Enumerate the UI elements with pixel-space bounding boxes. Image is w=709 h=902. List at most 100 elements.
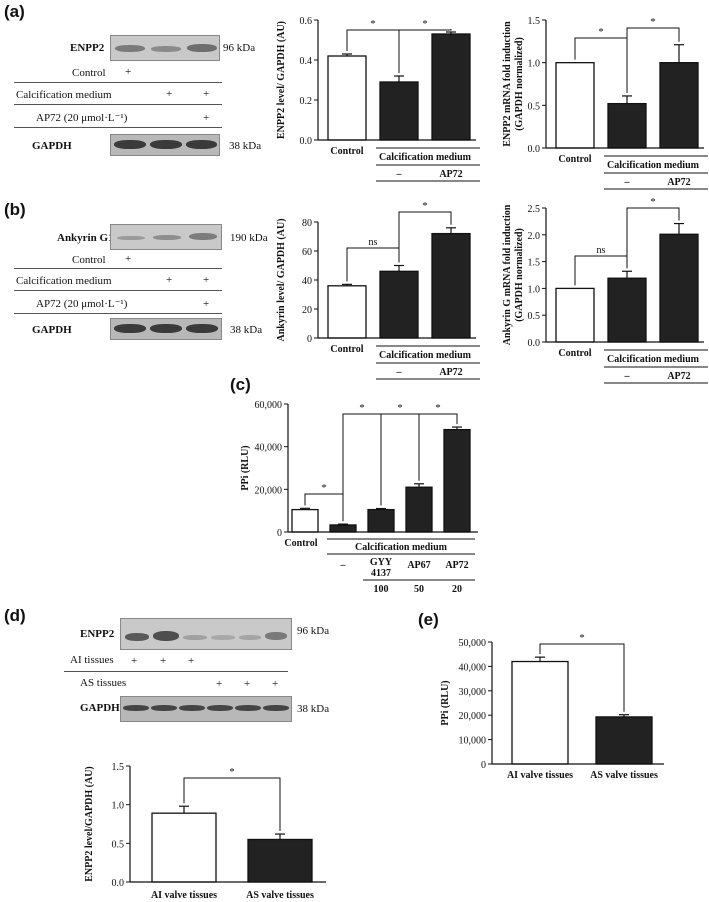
blot-d-loading-label: GAPDH (80, 702, 120, 714)
x-label-group: Calcification medium (607, 354, 700, 365)
panel-b-label: (b) (4, 200, 26, 219)
bar (443, 428, 471, 533)
significance-label: * (650, 16, 656, 28)
significance-label: * (422, 18, 428, 30)
blot-band (235, 705, 261, 711)
blot-band (114, 140, 146, 149)
blot-band (183, 635, 207, 640)
blot-a-sign: + (203, 112, 210, 124)
blot-band (187, 44, 217, 52)
blot-b-divider (14, 268, 222, 269)
y-axis-title: ENPP2 level/ GAPDH (AU) (276, 21, 287, 139)
y-tick-label: 0.5 (112, 839, 125, 850)
x-label-dose: 20 (452, 584, 462, 595)
blot-a-protein-strip (110, 35, 220, 61)
y-tick-label: 1.5 (112, 762, 125, 773)
y-tick-label: 30,000 (459, 687, 487, 698)
significance-bracket (398, 211, 452, 263)
panel-c-label: (c) (230, 375, 251, 394)
significance-label: * (370, 18, 376, 30)
blot-a-loading-label: GAPDH (32, 140, 72, 152)
blot-band (150, 140, 182, 149)
x-label-category: AI valve tissues (507, 770, 573, 781)
significance-label: * (397, 402, 403, 414)
y-tick-label: 60,000 (255, 400, 283, 411)
blot-d-sign: + (188, 655, 195, 667)
y-axis-title: Ankyrin G mRNA fold induction (502, 204, 513, 345)
x-label-control: Control (330, 146, 363, 157)
x-label-minus: – (396, 169, 403, 180)
blot-b-protein-kda: 190 kDa (230, 232, 268, 244)
significance-bracket (539, 643, 625, 712)
significance-label: ns (597, 245, 606, 256)
blot-d-protein-strip (120, 618, 292, 650)
y-tick-label: 1.0 (528, 284, 541, 295)
blot-a-sign: + (125, 66, 132, 78)
y-tick-label: 20,000 (459, 711, 487, 722)
bar (607, 277, 647, 343)
x-label-control: Control (558, 348, 591, 359)
significance-label: ns (369, 237, 378, 248)
significance-bracket (398, 29, 452, 73)
y-tick-label: 60 (302, 247, 312, 258)
blot-b-loading-kda: 38 kDa (230, 324, 263, 336)
panel-e-label: (e) (418, 610, 439, 629)
blot-band (151, 705, 177, 711)
blot-band (150, 324, 182, 333)
blot-b-divider (14, 313, 222, 314)
y-tick-label: 0.4 (300, 56, 313, 67)
blot-a-divider (14, 104, 222, 105)
blot-b-loading-strip (110, 318, 222, 340)
x-label-group: Calcification medium (607, 160, 700, 171)
x-label-dose: 50 (414, 584, 424, 595)
y-tick-label: 0.5 (528, 311, 541, 322)
y-tick-label: 1.5 (528, 258, 541, 269)
blot-band (153, 631, 179, 641)
bar (291, 508, 319, 533)
bar (329, 524, 357, 533)
panel-b-mrna-chart: 0.0 0.5 1.0 1.5 2.0 2.5 Ankyrin G mRNA fold in… (502, 196, 708, 384)
blot-d-loading-kda: 38 kDa (297, 703, 330, 715)
y-tick-label: 20,000 (255, 485, 283, 496)
bar (595, 716, 653, 765)
significance-label: * (359, 402, 365, 414)
blot-a-sign: + (166, 88, 173, 100)
blot-band (114, 324, 146, 333)
y-tick-label: 80 (302, 218, 312, 229)
blot-band (125, 633, 149, 641)
x-label-minus: – (396, 367, 403, 378)
y-axis-title-line2: (GAPDH normalized) (514, 37, 525, 131)
x-label-minus: – (624, 371, 631, 382)
x-label-category: AS valve tissues (590, 770, 658, 781)
blot-band (263, 705, 289, 711)
panel-d-label: (d) (4, 606, 26, 625)
y-axis-title-line2: (GAPDH normalized) (514, 228, 525, 322)
y-tick-label: 1.0 (112, 801, 125, 812)
bar (511, 660, 569, 765)
blot-d-sign: + (216, 678, 223, 690)
blot-a-divider (14, 82, 222, 83)
x-label-treatment: AP67 (407, 560, 430, 571)
blot-a-protein-kda: 96 kDa (223, 42, 256, 54)
y-tick-label: 0.0 (300, 136, 313, 147)
significance-label: * (422, 200, 428, 212)
y-axis-title: ENPP2 level/GAPDH (AU) (84, 766, 95, 882)
significance-bracket (626, 207, 680, 269)
bar (659, 62, 699, 149)
panel-a-protein-chart: 0.0 0.2 0.4 0.6 ENPP2 level/ GAPDH (AU) * * Con… (276, 16, 480, 182)
y-axis-title: ENPP2 mRNA fold induction (502, 21, 513, 147)
y-tick-label: 10,000 (459, 736, 487, 747)
significance-bracket (342, 413, 458, 522)
blot-a-row-ap72: AP72 (20 μmol·L⁻¹) (36, 112, 128, 124)
y-tick-label: 2.0 (528, 231, 541, 242)
bar (607, 102, 647, 149)
x-label-minus: – (624, 177, 631, 188)
blot-d-sign: + (244, 678, 251, 690)
bar (327, 55, 367, 141)
x-label-group: Calcification medium (379, 350, 472, 361)
panel-d-chart: 0.0 0.5 1.0 1.5 ENPP2 level/GAPDH (AU) * AI va… (84, 762, 326, 901)
y-tick-label: 20 (302, 305, 312, 316)
y-axis-title: PPi (RLU) (240, 445, 251, 490)
blot-band (186, 140, 217, 149)
significance-label: * (650, 196, 656, 208)
